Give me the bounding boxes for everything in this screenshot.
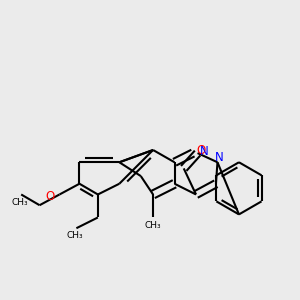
Text: CH₃: CH₃: [145, 221, 161, 230]
Text: O: O: [46, 190, 55, 202]
Text: O: O: [196, 143, 205, 157]
Text: CH₃: CH₃: [67, 231, 83, 240]
Text: N: N: [214, 151, 224, 164]
Text: CH₃: CH₃: [11, 197, 28, 206]
Text: N: N: [200, 145, 209, 158]
